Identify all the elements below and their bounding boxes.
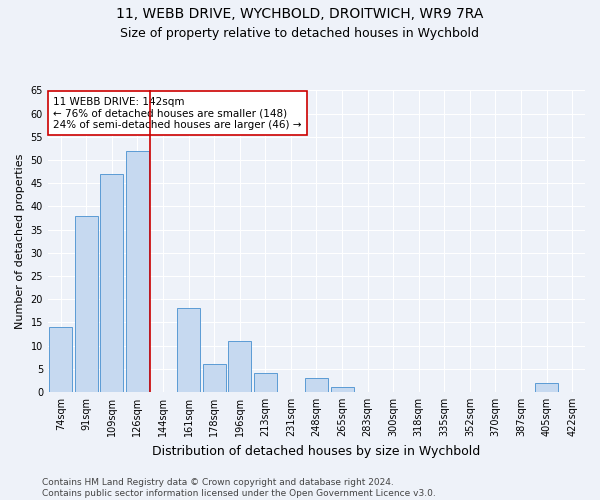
Bar: [126, 151, 149, 392]
Bar: [203, 364, 226, 392]
Bar: [75, 216, 98, 392]
Text: Size of property relative to detached houses in Wychbold: Size of property relative to detached ho…: [121, 28, 479, 40]
X-axis label: Distribution of detached houses by size in Wychbold: Distribution of detached houses by size …: [152, 444, 481, 458]
Bar: [100, 174, 124, 392]
Y-axis label: Number of detached properties: Number of detached properties: [15, 154, 25, 329]
Text: Contains HM Land Registry data © Crown copyright and database right 2024.
Contai: Contains HM Land Registry data © Crown c…: [42, 478, 436, 498]
Bar: [49, 327, 72, 392]
Text: 11, WEBB DRIVE, WYCHBOLD, DROITWICH, WR9 7RA: 11, WEBB DRIVE, WYCHBOLD, DROITWICH, WR9…: [116, 8, 484, 22]
Bar: [254, 374, 277, 392]
Bar: [305, 378, 328, 392]
Bar: [535, 382, 558, 392]
Bar: [228, 341, 251, 392]
Bar: [177, 308, 200, 392]
Text: 11 WEBB DRIVE: 142sqm
← 76% of detached houses are smaller (148)
24% of semi-det: 11 WEBB DRIVE: 142sqm ← 76% of detached …: [53, 96, 302, 130]
Bar: [331, 388, 353, 392]
